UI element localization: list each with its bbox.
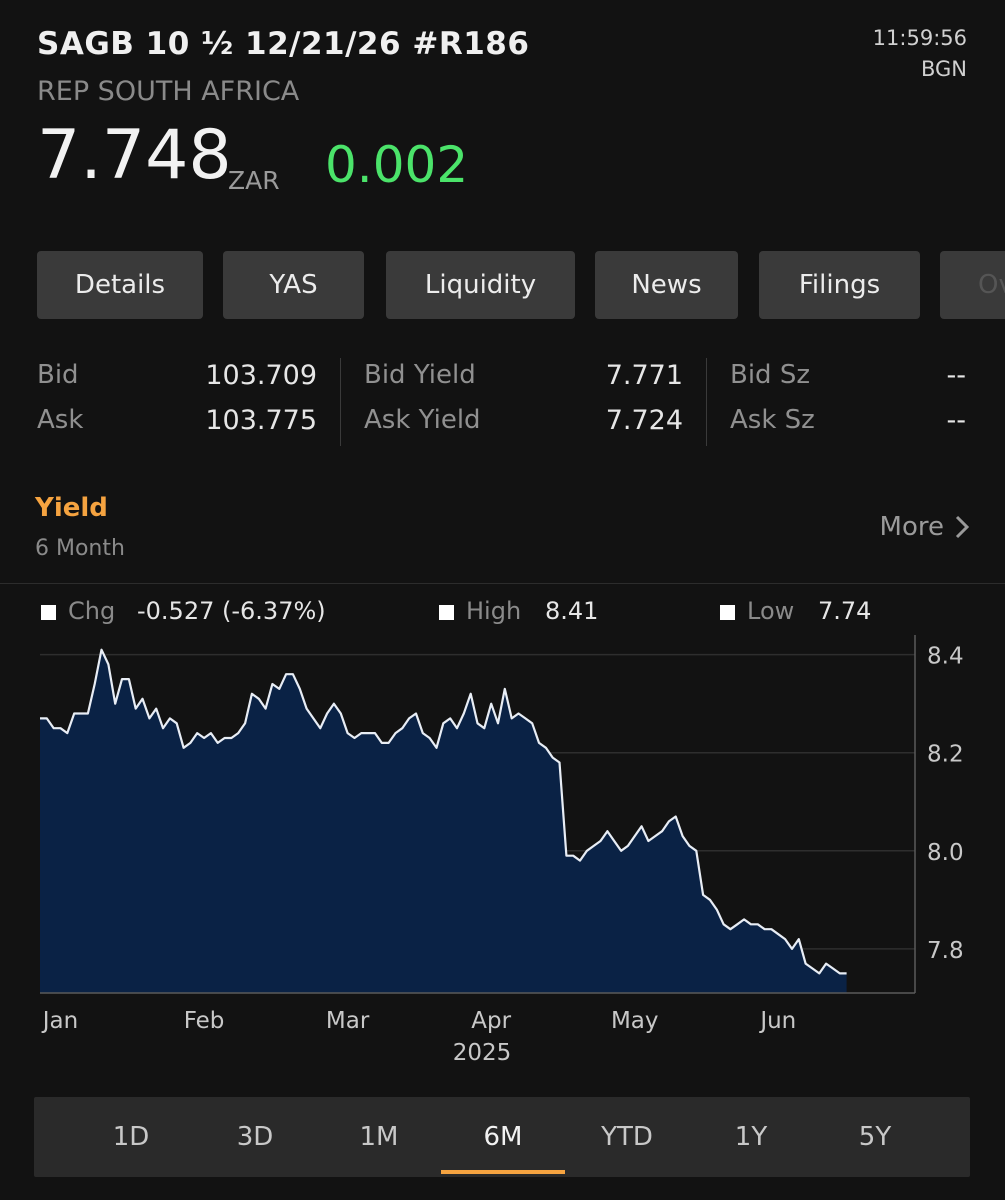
quote-divider <box>340 358 341 446</box>
ask-label: Ask <box>37 405 84 435</box>
tab-liquidity[interactable]: Liquidity <box>386 251 575 319</box>
period-1m[interactable]: 1M <box>359 1122 399 1152</box>
chg-label: Chg <box>68 597 116 625</box>
tab-details[interactable]: Details <box>37 251 203 319</box>
y-tick-label: 8.4 <box>927 644 964 670</box>
ask-size-value: -- <box>946 405 967 436</box>
price-change: 0.002 <box>325 136 469 194</box>
quote-time: 11:59:56 <box>872 26 967 50</box>
instrument-title: SAGB 10 ½ 12/21/26 #R186 <box>37 26 530 62</box>
section-tabs: Details YAS Liquidity News Filings Ov <box>37 251 1005 319</box>
x-tick-label: Jan <box>41 1008 78 1034</box>
low-swatch <box>720 605 735 620</box>
period-6m[interactable]: 6M <box>441 1097 565 1177</box>
bid-size-value: -- <box>946 360 967 391</box>
tab-filings[interactable]: Filings <box>759 251 920 319</box>
low-label: Low <box>747 597 795 625</box>
y-tick-label: 8.0 <box>927 840 964 866</box>
x-tick-label: Apr <box>471 1008 511 1034</box>
bid-yield-label: Bid Yield <box>364 360 476 390</box>
last-price: 7.748 <box>37 116 232 195</box>
period-1y[interactable]: 1Y <box>734 1122 768 1152</box>
instrument-header: SAGB 10 ½ 12/21/26 #R186 REP SOUTH AFRIC… <box>0 0 1005 230</box>
x-axis-year-label: 2025 <box>453 1040 512 1066</box>
period-selector: 1D 3D 1M 6M YTD 1Y 5Y <box>34 1097 970 1177</box>
section-divider <box>0 583 1005 584</box>
yield-area <box>40 649 847 993</box>
chg-value: -0.527 (-6.37%) <box>137 597 326 625</box>
bid-size-label: Bid Sz <box>730 360 810 390</box>
tab-overflow[interactable]: Ov <box>940 251 1005 319</box>
ask-yield-value: 7.724 <box>605 405 683 436</box>
yield-chart[interactable]: 8.4 8.2 8.0 7.8 Jan Feb Mar Apr May Jun 2025 <box>0 630 1005 1070</box>
chart-stats: Chg -0.527 (-6.37%) High 8.41 Low 7.74 <box>0 597 1005 631</box>
tab-yas[interactable]: YAS <box>223 251 364 319</box>
y-tick-label: 8.2 <box>927 742 964 768</box>
low-value: 7.74 <box>818 597 872 625</box>
currency-label: ZAR <box>228 166 280 195</box>
y-axis-ticks: 8.4 8.2 8.0 7.8 <box>927 644 964 964</box>
chart-section-title: Yield <box>35 493 108 523</box>
high-value: 8.41 <box>545 597 599 625</box>
period-ytd[interactable]: YTD <box>601 1122 653 1152</box>
chart-section-subtitle: 6 Month <box>35 536 125 561</box>
bid-value: 103.709 <box>205 360 317 391</box>
high-label: High <box>466 597 522 625</box>
x-tick-label: May <box>611 1008 659 1034</box>
bid-yield-value: 7.771 <box>605 360 683 391</box>
x-axis-ticks: Jan Feb Mar Apr May Jun <box>41 1008 796 1034</box>
ask-value: 103.775 <box>205 405 317 436</box>
yield-line <box>40 648 847 975</box>
period-1d[interactable]: 1D <box>112 1122 150 1152</box>
chevron-right-icon <box>955 515 970 539</box>
x-tick-label: Jun <box>758 1008 796 1034</box>
y-tick-label: 7.8 <box>927 938 964 964</box>
x-tick-label: Feb <box>184 1008 225 1034</box>
period-3d[interactable]: 3D <box>236 1122 274 1152</box>
quote-grid: Bid 103.709 Ask 103.775 Bid Yield 7.771 … <box>0 350 1005 450</box>
high-swatch <box>439 605 454 620</box>
more-button[interactable]: More <box>880 512 970 542</box>
quote-source: BGN <box>920 57 967 81</box>
x-tick-label: Mar <box>326 1008 370 1034</box>
chg-swatch <box>41 605 56 620</box>
quote-divider <box>706 358 707 446</box>
period-5y[interactable]: 5Y <box>858 1122 892 1152</box>
ask-size-label: Ask Sz <box>730 405 815 435</box>
bid-label: Bid <box>37 360 79 390</box>
more-label: More <box>879 512 944 542</box>
tab-news[interactable]: News <box>595 251 738 319</box>
ask-yield-label: Ask Yield <box>364 405 481 435</box>
issuer-name: REP SOUTH AFRICA <box>37 76 300 107</box>
